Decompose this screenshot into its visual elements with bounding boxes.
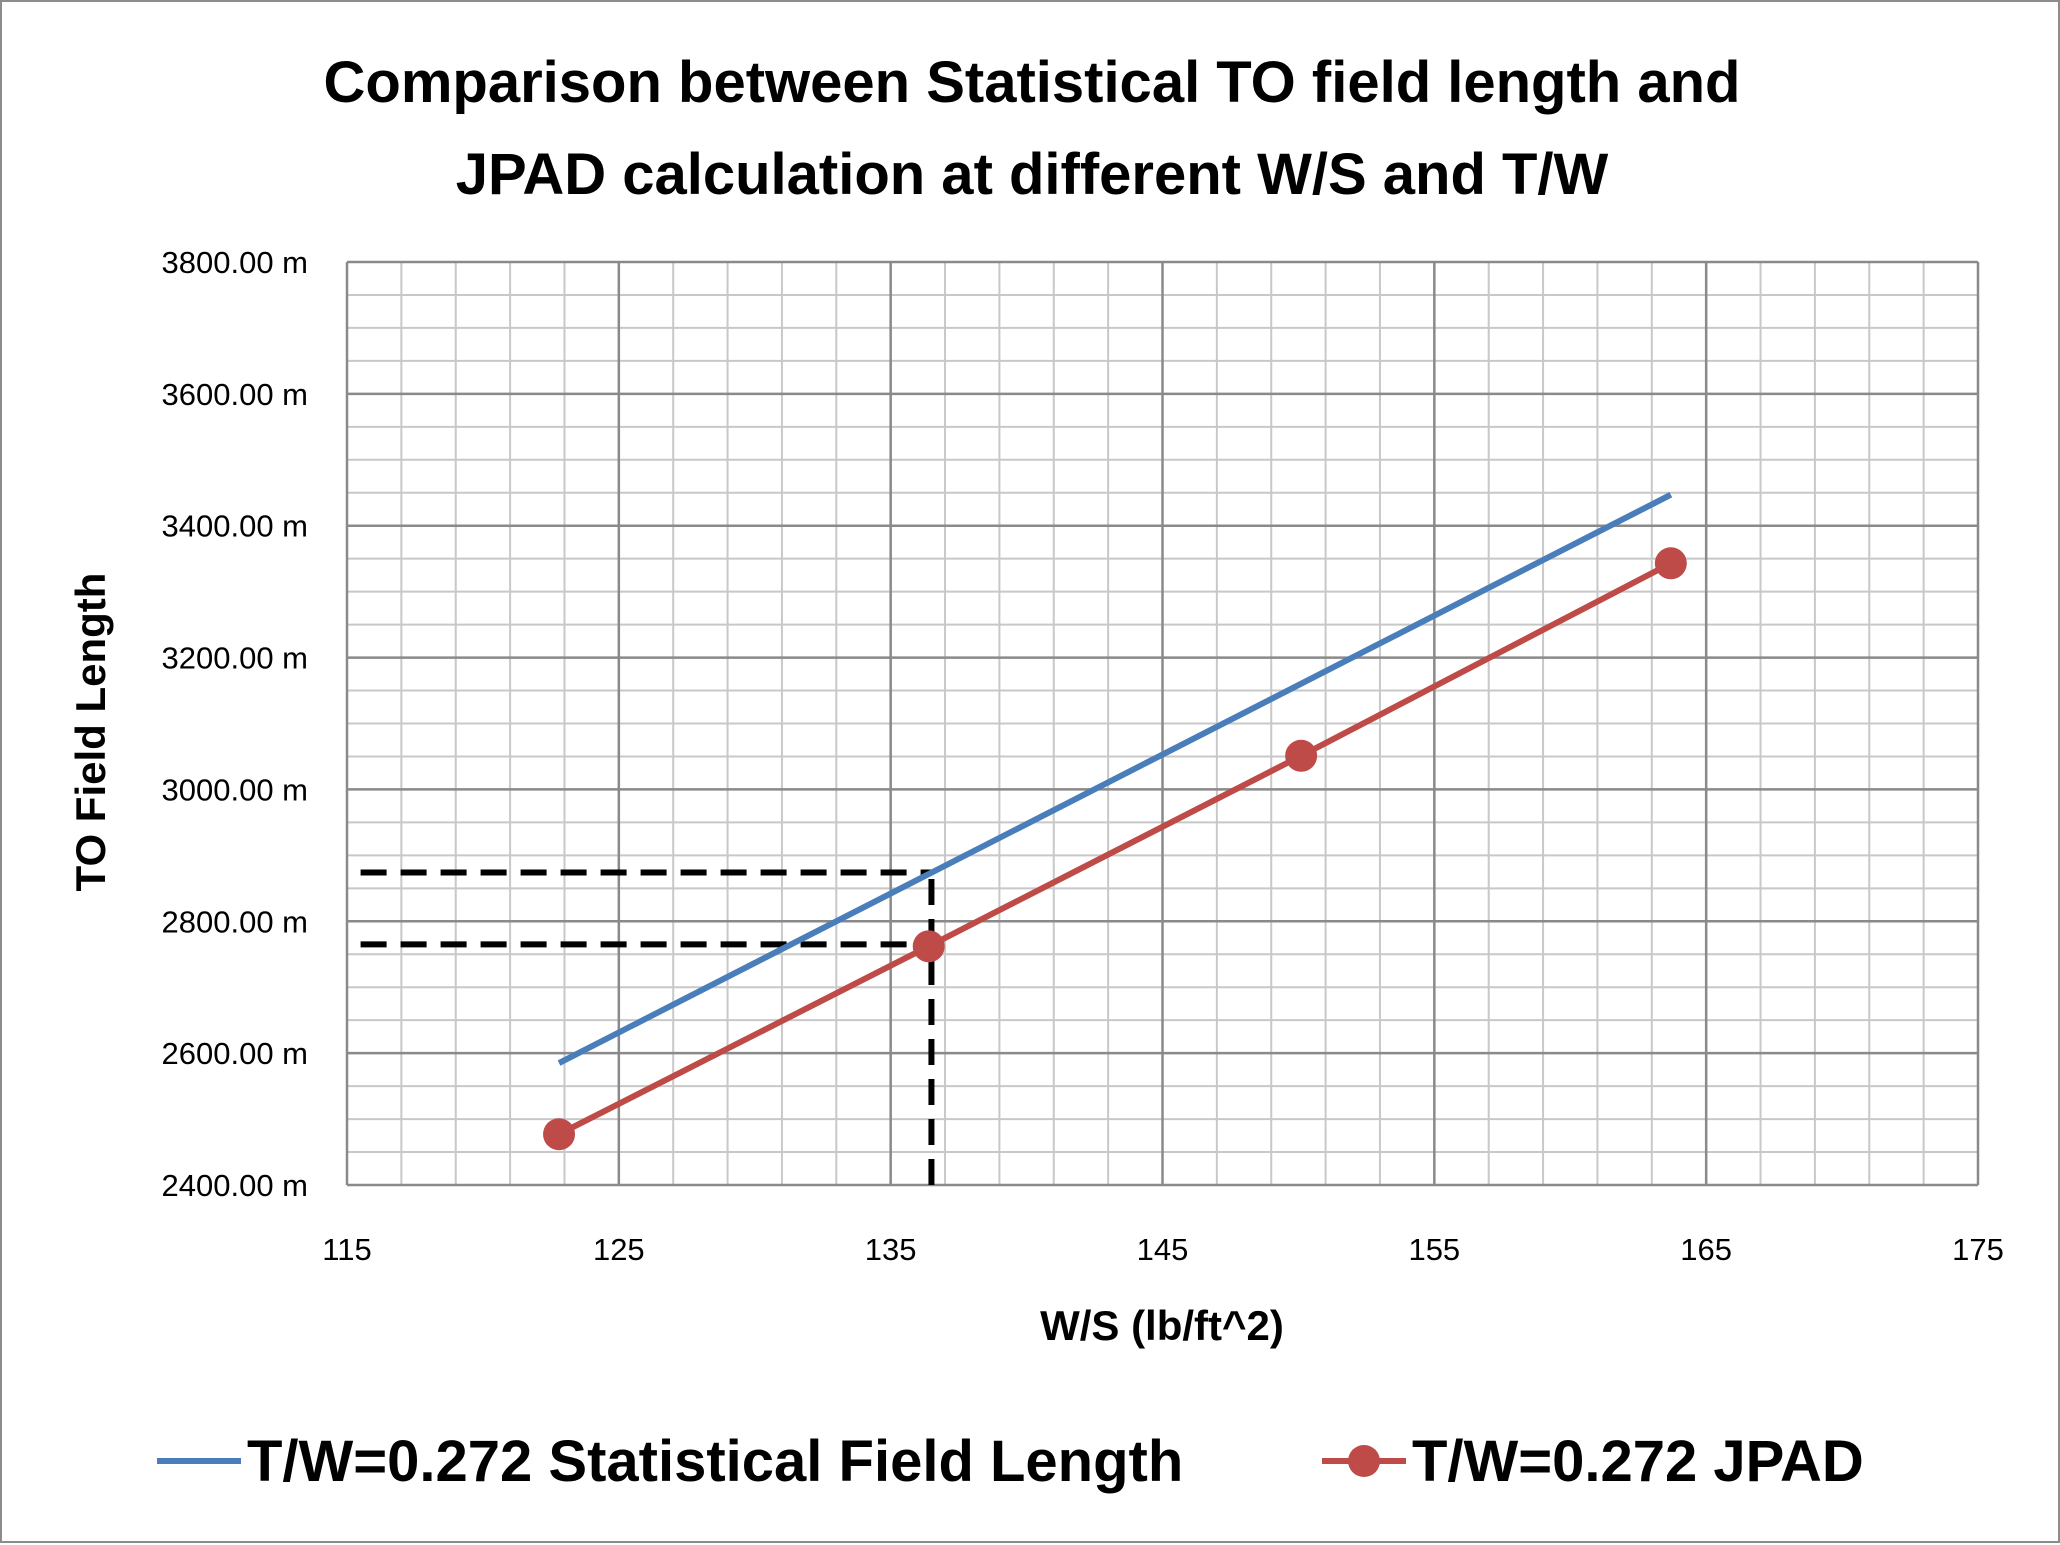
y-tick-label: 3000.00 m — [162, 772, 309, 807]
x-tick-label: 115 — [322, 1232, 371, 1267]
data-point-series-2 — [1654, 547, 1687, 580]
chart-title: Comparison between Statistical TO field … — [324, 50, 1741, 207]
x-tick-label: 165 — [1680, 1232, 1732, 1267]
x-axis-tick-labels: 115 125 135 145 155 165 175 — [322, 1232, 2004, 1267]
y-tick-label: 3800.00 m — [162, 245, 309, 280]
y-axis-label: TO Field Length — [67, 573, 114, 892]
x-axis-label: W/S (lb/ft^2) — [1040, 1302, 1284, 1349]
data-point-series-2 — [543, 1118, 576, 1151]
x-tick-label: 175 — [1952, 1232, 2004, 1267]
x-tick-label: 155 — [1408, 1232, 1460, 1267]
legend-label-series-2: T/W=0.272 JPAD — [1412, 1429, 1864, 1494]
data-point-series-2 — [912, 930, 945, 963]
y-tick-label: 3400.00 m — [162, 509, 309, 544]
y-axis-tick-labels: 2400.00 m 2600.00 m 2800.00 m 3000.00 m 3200… — [162, 245, 309, 1203]
data-point-series-2 — [1285, 739, 1318, 772]
series-line-2 — [557, 560, 1673, 1137]
legend-label-series-1: T/W=0.272 Statistical Field Length — [247, 1429, 1183, 1494]
series-line-1 — [557, 492, 1673, 1066]
chart-title-line-2: JPAD calculation at different W/S and T/… — [456, 142, 1609, 207]
chart-title-line-1: Comparison between Statistical TO field … — [324, 50, 1741, 115]
y-tick-label: 2600.00 m — [162, 1036, 309, 1071]
series-lines — [557, 492, 1673, 1137]
x-tick-label: 145 — [1137, 1232, 1189, 1267]
y-tick-label: 3200.00 m — [162, 641, 309, 676]
y-tick-label: 2800.00 m — [162, 904, 309, 939]
legend-marker-series-2 — [1348, 1445, 1380, 1477]
series-markers — [543, 547, 1687, 1151]
dashed-guide-lines — [360, 869, 935, 1185]
y-tick-label: 3600.00 m — [162, 377, 309, 412]
y-tick-label: 2400.00 m — [162, 1168, 309, 1203]
x-tick-label: 125 — [593, 1232, 645, 1267]
major-gridlines — [345, 260, 1980, 1187]
x-tick-label: 135 — [865, 1232, 917, 1267]
legend: T/W=0.272 Statistical Field Length T/W=0.… — [157, 1429, 1864, 1494]
